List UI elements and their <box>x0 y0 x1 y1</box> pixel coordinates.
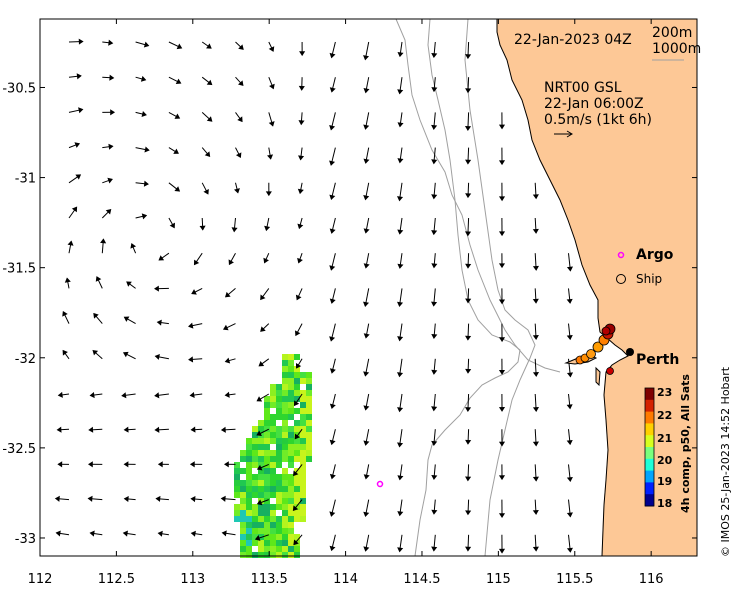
y-axis: -30.5 -31 -31.5 -32 -32.5 -33 <box>2 81 697 547</box>
y-tick-label: -31 <box>15 172 36 187</box>
x-tick-label: 115.5 <box>556 572 593 587</box>
colorbar-segment <box>645 470 654 483</box>
sst-patch <box>234 354 312 558</box>
colorbar-label: 4h comp, p50, All Sats <box>679 374 692 513</box>
argo-legend-marker <box>617 251 625 259</box>
x-tick-label: 112 <box>28 572 53 587</box>
contour-deep <box>464 18 536 557</box>
depth-label-200m: 200m <box>652 25 692 41</box>
current-time-label: 22-Jan 06:00Z <box>544 96 644 112</box>
coastline <box>496 19 629 557</box>
colorbar-segment <box>645 435 654 448</box>
ship-obs <box>606 367 614 375</box>
argo-legend-label: Argo <box>636 247 674 263</box>
x-tick-label: 116 <box>639 572 664 587</box>
ship-obs <box>592 341 604 353</box>
y-tick-label: -33 <box>15 532 36 547</box>
colorbar-tick: 19 <box>657 475 672 488</box>
colorbar-segment <box>645 423 654 436</box>
colorbar-tick: 22 <box>657 409 672 422</box>
y-tick-label: -32 <box>15 352 36 367</box>
perth-label: Perth <box>636 352 679 368</box>
current-scale-arrow <box>554 130 573 138</box>
colorbar-tick: 18 <box>657 497 672 510</box>
current-model-label: NRT00 GSL <box>544 80 622 96</box>
colorbar-segment <box>645 388 654 401</box>
perth-marker <box>626 348 634 356</box>
colorbar-segment <box>645 494 654 507</box>
colorbar-tick: 21 <box>657 432 672 445</box>
colorbar-segment <box>645 399 654 413</box>
ship-legend-marker <box>616 274 626 284</box>
garden-island <box>595 366 601 387</box>
y-tick-label: -32.5 <box>2 442 36 457</box>
argo-float <box>376 480 384 488</box>
sst-colorbar <box>644 387 655 507</box>
datetime-label: 22-Jan-2023 04Z <box>514 32 632 48</box>
x-tick-label: 114.5 <box>403 572 440 587</box>
colorbar-segment <box>645 482 654 495</box>
colorbar-tick: 23 <box>657 386 672 399</box>
current-vectors <box>54 38 574 554</box>
x-axis: 112 112.5 113 113.5 114 114.5 115 115.5 116 <box>28 19 664 587</box>
y-tick-label: -30.5 <box>2 81 36 96</box>
ship-track <box>575 323 616 375</box>
ship-legend-label: Ship <box>636 272 662 286</box>
plot-frame <box>39 18 698 557</box>
colorbar-segment <box>645 447 654 460</box>
current-scale-label: 0.5m/s (1kt 6h) <box>544 112 652 128</box>
colorbar-segment <box>645 411 654 424</box>
x-tick-label: 114 <box>333 572 358 587</box>
x-tick-label: 112.5 <box>98 572 135 587</box>
x-tick-label: 113 <box>180 572 205 587</box>
y-tick-label: -31.5 <box>2 262 36 277</box>
ship-obs <box>586 349 596 359</box>
ship-obs <box>601 326 611 336</box>
credit-label: © IMOS 25-Jan-2023 14:52 Hobart <box>719 366 732 557</box>
colorbar-tick: 20 <box>657 454 673 467</box>
x-tick-label: 115 <box>486 572 511 587</box>
depth-label-1000m: 1000m <box>652 41 701 57</box>
colorbar-segment <box>645 458 654 472</box>
x-tick-label: 113.5 <box>251 572 288 587</box>
